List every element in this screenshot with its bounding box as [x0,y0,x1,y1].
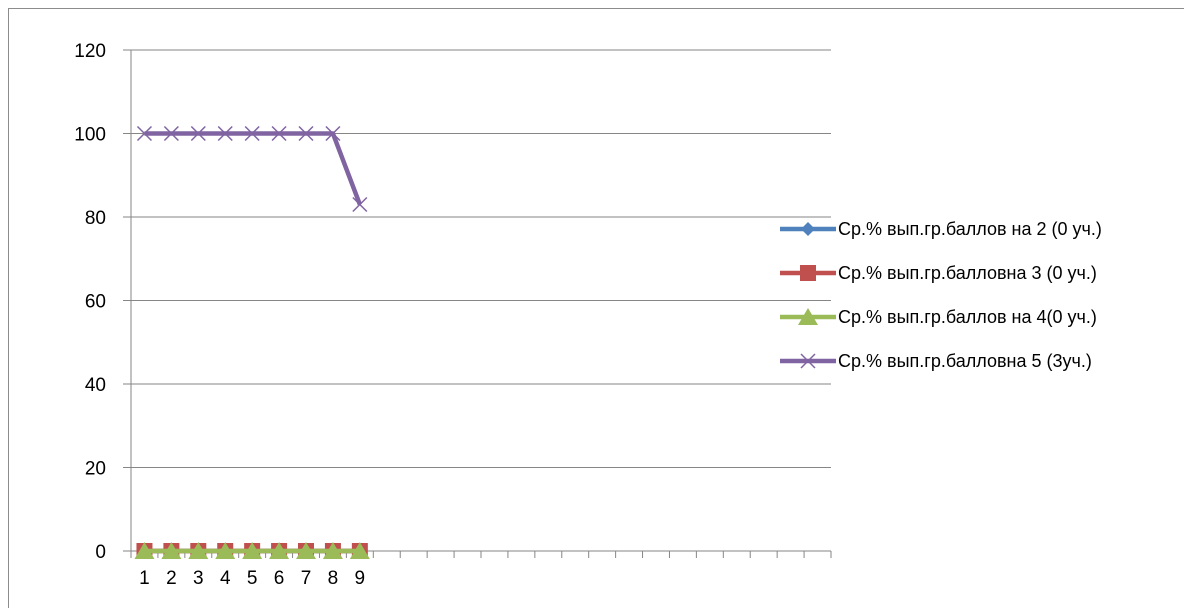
legend-label-3: Ср.% вып.гр.баллов на 4(0 уч.) [838,307,1097,327]
series-4-point-stroke [298,125,314,142]
legend-marker-4-stroke [800,353,816,369]
x-tick-label: 8 [328,568,339,589]
series-4-point [271,125,287,142]
series-4-line [144,131,362,206]
series-4-point-stroke [190,125,206,142]
series-3-point [161,542,182,559]
y-tick-label: 20 [85,459,106,480]
axes: 0 20 40 60 80 100 120 1 2 3 4 5 6 7 8 9 [74,41,832,589]
legend-marker-1 [801,222,815,236]
x-tick-label: 4 [220,568,231,589]
legend-marker-3 [798,308,818,325]
series-4 [136,125,368,213]
series-3-point [134,542,155,559]
legend-label-1: Ср.% вып.гр.баллов на 2 (0 уч.) [838,219,1102,239]
x-tick-label: 2 [166,568,177,589]
x-tick-label: 9 [355,568,366,589]
legend-item-4: Ср.% вып.гр.балловна 5 (3уч.) [780,351,1092,371]
series-4-point-stroke [352,196,368,213]
series-4-point [163,125,179,142]
series-3-point [242,542,263,559]
series-3 [134,542,370,559]
series-3-point [215,542,236,559]
series-4-point-stroke [325,125,341,142]
chart-area [8,8,1184,608]
legend-item-3: Ср.% вып.гр.баллов на 4(0 уч.) [780,307,1097,327]
series-4-point-stroke [271,125,287,142]
y-tick-label: 80 [85,208,106,229]
x-tick-label: 1 [139,568,150,589]
series-3-point [296,542,316,559]
series-4-point [352,196,368,213]
x-tick-label: 3 [193,568,204,589]
series-4-point [217,125,233,142]
series-4-point [244,125,260,142]
grid-lines [131,49,831,468]
legend-marker-4 [800,353,816,369]
legend: Ср.% вып.гр.баллов на 2 (0 уч.) Ср.% вып.… [780,219,1102,371]
series-4-point [136,125,152,142]
series-4-point [190,125,206,142]
series-4-point-stroke [217,125,233,142]
legend-item-2: Ср.% вып.гр.балловна 3 (0 уч.) [780,263,1097,283]
x-tick-label: 6 [274,568,285,589]
series-4-point-stroke [244,125,260,142]
y-tick-label: 60 [85,292,106,313]
series-3-point [322,542,343,559]
series-3-point [269,542,290,559]
series-4-point [325,125,341,142]
series-4-point [298,125,314,142]
y-tick-label: 120 [74,41,106,62]
x-tick-label: 7 [301,568,312,589]
series-layer [134,125,370,559]
series-3-point [188,542,209,559]
legend-label-2: Ср.% вып.гр.балловна 3 (0 уч.) [838,263,1097,283]
series-3-point [349,542,370,559]
series-4-point-stroke [163,125,179,142]
legend-label-4: Ср.% вып.гр.балловна 5 (3уч.) [838,351,1092,371]
x-tick-label: 5 [247,568,258,589]
series-4-point-stroke [136,125,152,142]
y-tick-label: 0 [95,542,106,563]
y-tick-label: 40 [85,375,106,396]
y-tick-label: 100 [74,125,106,146]
legend-marker-2 [800,265,816,281]
legend-item-1: Ср.% вып.гр.баллов на 2 (0 уч.) [780,219,1102,239]
